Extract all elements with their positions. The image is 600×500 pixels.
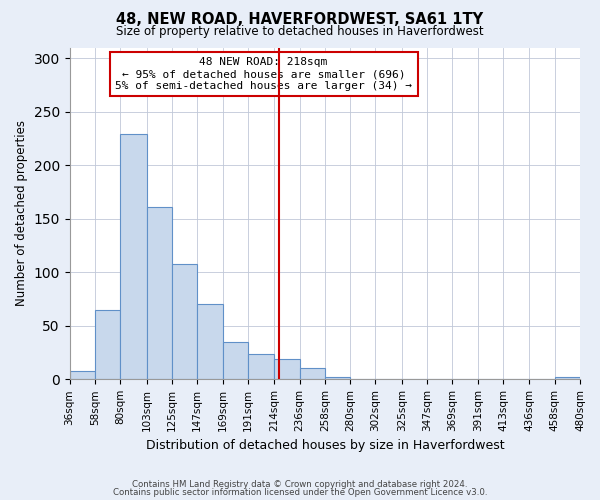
- Bar: [299, 368, 325, 380]
- Bar: [325, 377, 350, 380]
- Text: Size of property relative to detached houses in Haverfordwest: Size of property relative to detached ho…: [116, 25, 484, 38]
- Bar: [248, 354, 274, 380]
- Bar: [555, 377, 580, 380]
- Bar: [172, 264, 197, 380]
- Bar: [70, 371, 95, 380]
- Bar: [146, 207, 172, 380]
- Bar: [120, 134, 146, 380]
- Text: 48, NEW ROAD, HAVERFORDWEST, SA61 1TY: 48, NEW ROAD, HAVERFORDWEST, SA61 1TY: [116, 12, 484, 28]
- Text: Contains public sector information licensed under the Open Government Licence v3: Contains public sector information licen…: [113, 488, 487, 497]
- Text: Contains HM Land Registry data © Crown copyright and database right 2024.: Contains HM Land Registry data © Crown c…: [132, 480, 468, 489]
- Text: 48 NEW ROAD: 218sqm
← 95% of detached houses are smaller (696)
5% of semi-detach: 48 NEW ROAD: 218sqm ← 95% of detached ho…: [115, 58, 412, 90]
- Bar: [223, 342, 248, 380]
- Bar: [197, 304, 223, 380]
- Bar: [274, 359, 299, 380]
- X-axis label: Distribution of detached houses by size in Haverfordwest: Distribution of detached houses by size …: [146, 440, 504, 452]
- Y-axis label: Number of detached properties: Number of detached properties: [15, 120, 28, 306]
- Bar: [95, 310, 120, 380]
